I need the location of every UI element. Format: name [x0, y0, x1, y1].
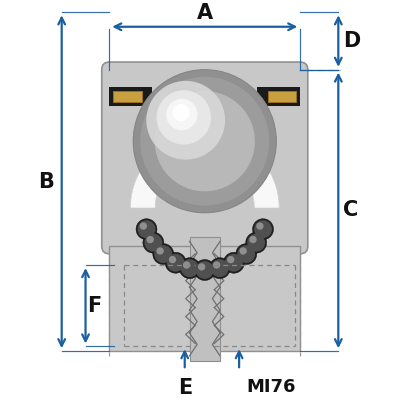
Bar: [268, 91, 296, 102]
Circle shape: [247, 234, 265, 252]
Text: B: B: [38, 172, 54, 192]
Circle shape: [252, 219, 274, 240]
Polygon shape: [214, 246, 300, 351]
FancyBboxPatch shape: [102, 62, 308, 254]
Bar: [113, 91, 142, 102]
Circle shape: [237, 245, 255, 263]
Circle shape: [140, 222, 147, 230]
Circle shape: [155, 91, 255, 191]
Circle shape: [211, 259, 229, 277]
Circle shape: [136, 219, 157, 240]
Circle shape: [169, 256, 176, 263]
Polygon shape: [109, 246, 195, 351]
Circle shape: [181, 259, 199, 277]
Text: D: D: [343, 31, 360, 51]
Circle shape: [143, 232, 164, 253]
Circle shape: [153, 244, 174, 264]
Circle shape: [154, 245, 172, 263]
Circle shape: [172, 104, 190, 121]
Circle shape: [146, 236, 154, 243]
Circle shape: [246, 232, 267, 253]
Circle shape: [225, 254, 243, 272]
Circle shape: [146, 81, 225, 160]
Circle shape: [213, 261, 220, 269]
Text: MI76: MI76: [247, 378, 296, 396]
Circle shape: [138, 220, 156, 238]
Circle shape: [254, 220, 272, 238]
Circle shape: [256, 222, 264, 230]
Circle shape: [156, 247, 164, 255]
Circle shape: [249, 236, 257, 243]
Text: F: F: [88, 296, 102, 316]
Circle shape: [240, 247, 247, 255]
Bar: [257, 87, 300, 106]
Circle shape: [144, 234, 162, 252]
Circle shape: [223, 252, 244, 273]
Bar: [109, 87, 152, 106]
Circle shape: [183, 261, 190, 269]
Circle shape: [196, 261, 214, 279]
Circle shape: [209, 258, 230, 279]
Circle shape: [133, 70, 276, 213]
Circle shape: [166, 99, 198, 130]
Circle shape: [179, 258, 200, 279]
Circle shape: [140, 77, 269, 206]
Circle shape: [165, 252, 186, 273]
Wedge shape: [130, 134, 279, 208]
Text: E: E: [178, 378, 193, 398]
Circle shape: [156, 90, 211, 144]
Circle shape: [227, 256, 234, 263]
Text: A: A: [197, 3, 213, 23]
Circle shape: [194, 260, 215, 280]
Circle shape: [198, 263, 205, 270]
Circle shape: [236, 244, 257, 264]
Text: C: C: [343, 200, 358, 220]
Circle shape: [133, 70, 276, 213]
Circle shape: [167, 254, 184, 272]
Polygon shape: [190, 237, 220, 361]
